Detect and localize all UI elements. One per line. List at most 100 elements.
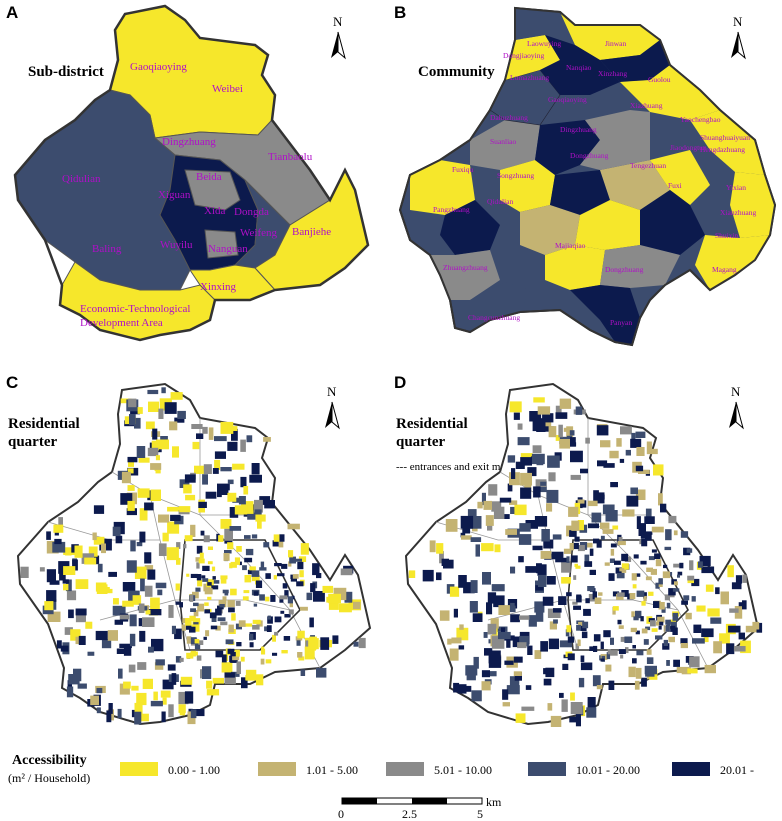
residential-block	[221, 662, 233, 673]
residential-block	[238, 620, 246, 627]
residential-block	[169, 421, 178, 431]
residential-block	[298, 656, 305, 661]
residential-block	[234, 505, 248, 515]
residential-block	[39, 567, 45, 572]
residential-block	[101, 543, 106, 554]
residential-block	[487, 623, 497, 635]
residential-block	[636, 516, 641, 529]
residential-block	[680, 531, 689, 538]
residential-block	[742, 574, 747, 583]
legend-swatch	[528, 762, 566, 776]
residential-block	[612, 525, 619, 530]
residential-block	[144, 585, 153, 597]
residential-block	[265, 659, 272, 664]
map-label: Xinzhang	[598, 69, 627, 78]
residential-block	[475, 544, 480, 557]
residential-block	[136, 446, 146, 458]
residential-block	[618, 537, 623, 542]
residential-block	[46, 531, 51, 540]
residential-block	[224, 673, 236, 685]
svg-text:N: N	[333, 14, 343, 29]
residential-block	[179, 657, 184, 662]
residential-block	[552, 534, 562, 540]
residential-block	[617, 541, 626, 546]
residential-block	[636, 590, 645, 597]
panel-title: quarter	[396, 434, 445, 450]
residential-block	[218, 487, 229, 495]
residential-block	[453, 682, 460, 693]
residential-block	[138, 457, 150, 463]
residential-block	[279, 597, 284, 603]
residential-block	[200, 530, 205, 536]
map-label: Gaoqiaoying	[130, 61, 187, 73]
residential-block	[75, 613, 86, 623]
residential-block	[147, 389, 159, 395]
residential-block	[316, 573, 322, 579]
residential-block	[630, 487, 638, 495]
residential-block	[494, 653, 501, 658]
residential-block	[587, 523, 599, 529]
residential-block	[467, 509, 477, 522]
residential-block	[136, 692, 147, 706]
residential-block	[59, 573, 66, 581]
residential-block	[715, 587, 720, 595]
residential-block	[609, 558, 615, 563]
residential-block	[641, 538, 648, 547]
residential-block	[181, 624, 186, 631]
residential-block	[44, 601, 54, 611]
residential-block	[244, 623, 253, 627]
residential-block	[486, 602, 493, 615]
residential-block	[66, 686, 74, 698]
residential-block	[735, 575, 743, 584]
residential-block	[70, 629, 81, 641]
residential-block	[710, 617, 722, 624]
residential-block	[260, 561, 265, 569]
residential-block	[203, 464, 212, 474]
residential-block	[272, 634, 276, 642]
residential-block	[147, 447, 159, 457]
residential-block	[576, 595, 582, 603]
residential-block	[139, 630, 146, 642]
residential-block	[93, 505, 105, 514]
residential-block	[204, 609, 210, 614]
residential-block	[178, 510, 190, 515]
residential-block	[304, 646, 315, 660]
residential-blocks	[408, 397, 763, 727]
residential-block	[221, 654, 227, 663]
residential-block	[600, 658, 605, 662]
residential-block	[559, 398, 572, 409]
residential-block	[277, 573, 285, 577]
residential-block	[224, 540, 233, 544]
residential-block	[192, 591, 199, 599]
residential-block	[643, 639, 649, 645]
residential-block	[663, 564, 668, 569]
residential-block	[655, 635, 663, 640]
map-label: Xiguan	[158, 189, 191, 201]
residential-block	[525, 520, 538, 529]
residential-block	[664, 546, 672, 551]
residential-block	[728, 625, 741, 633]
residential-block	[580, 655, 585, 662]
residential-block	[190, 650, 196, 657]
residential-block	[60, 645, 69, 652]
community-patch	[575, 200, 640, 250]
map-label: Songzhuang	[497, 171, 534, 180]
residential-block	[481, 543, 494, 552]
residential-block	[158, 408, 164, 419]
residential-block	[731, 582, 742, 590]
residential-block	[222, 596, 227, 604]
residential-block	[234, 557, 240, 565]
residential-block	[245, 548, 254, 556]
residential-block	[602, 529, 614, 534]
residential-block	[542, 596, 554, 606]
residential-block	[177, 410, 186, 419]
residential-block	[635, 465, 644, 472]
residential-block	[211, 580, 220, 584]
residential-block	[180, 676, 193, 685]
residential-block	[344, 591, 353, 603]
residential-block	[289, 599, 293, 608]
map-label: Baling	[92, 243, 122, 255]
residential-block	[287, 523, 300, 530]
residential-block	[257, 521, 262, 529]
residential-block	[665, 619, 671, 625]
